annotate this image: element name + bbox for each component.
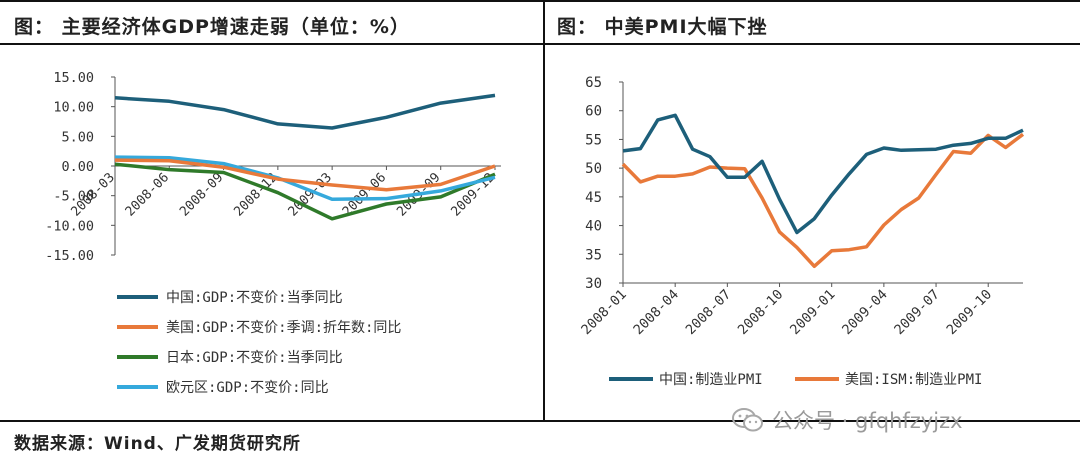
y-tick-label: 10.00 bbox=[53, 100, 94, 116]
x-tick-label: 2009-03 bbox=[286, 170, 335, 219]
series-line bbox=[114, 155, 496, 201]
y-tick-label: 45 bbox=[585, 190, 602, 206]
legend-label: 中国:制造业PMI bbox=[659, 372, 763, 388]
top-border bbox=[0, 0, 1080, 2]
x-tick-label: 2008-01 bbox=[578, 287, 630, 339]
series-line bbox=[114, 162, 496, 221]
x-tick-label: 2009-10 bbox=[943, 287, 995, 339]
gdp-growth-chart: 15.00 10.00 5.00 0.00 -5.00 -10.00 -15.00 2008-… bbox=[45, 70, 501, 396]
x-tick-label: 2009-01 bbox=[787, 287, 839, 339]
series-line bbox=[114, 93, 496, 130]
y-tick-label: -5.00 bbox=[53, 189, 94, 205]
y-tick-label: 55 bbox=[585, 132, 602, 148]
x-tick-label: 2008-06 bbox=[123, 170, 172, 219]
y-tick-label: 40 bbox=[585, 219, 602, 235]
x-tick-label: 2009-04 bbox=[839, 287, 891, 339]
legend-label: 美国:GDP:不变价:季调:折年数:同比 bbox=[166, 320, 401, 336]
y-tick-label: 50 bbox=[585, 161, 602, 177]
y-tick-label: -10.00 bbox=[45, 218, 94, 234]
legend-label: 中国:GDP:不变价:当季同比 bbox=[166, 290, 343, 306]
left-panel-title: 图： 主要经济体GDP增速走弱（单位：%） bbox=[14, 16, 410, 38]
x-tick-label: 2008-10 bbox=[735, 287, 787, 339]
legend-label: 欧元区:GDP:不变价:同比 bbox=[166, 380, 329, 396]
series-line bbox=[622, 113, 1024, 235]
y-tick-label: 5.00 bbox=[61, 129, 94, 145]
legend-label: 美国:ISM:制造业PMI bbox=[845, 372, 982, 388]
x-tick-label: 2009-06 bbox=[340, 170, 389, 219]
y-tick-label: 15.00 bbox=[53, 70, 94, 86]
wechat-icon bbox=[732, 407, 764, 433]
y-tick-label: -15.00 bbox=[45, 248, 94, 264]
y-tick-label: 65 bbox=[585, 75, 602, 91]
y-tick-label: 0.00 bbox=[61, 159, 94, 175]
legend-label: 日本:GDP:不变价:当季同比 bbox=[166, 350, 343, 366]
x-tick-label: 2008-04 bbox=[630, 287, 682, 339]
y-tick-label: 35 bbox=[585, 247, 602, 263]
x-tick-label: 2009-07 bbox=[891, 287, 943, 339]
y-tick-label: 60 bbox=[585, 104, 602, 120]
y-tick-label: 30 bbox=[585, 276, 602, 292]
x-tick-label: 2008-07 bbox=[683, 287, 735, 339]
watermark: 公众号 · gfqhfzyjzx bbox=[732, 405, 963, 435]
header-separator bbox=[0, 43, 1080, 45]
series-line bbox=[621, 132, 1025, 269]
watermark-text: 公众号 · gfqhfzyjzx bbox=[772, 409, 963, 433]
series-line bbox=[114, 158, 496, 192]
data-source-note: 数据来源：Wind、广发期货研究所 bbox=[14, 434, 301, 454]
footer-separator bbox=[0, 420, 1080, 422]
x-tick-label: 2008-09 bbox=[177, 170, 226, 219]
right-panel-title: 图： 中美PMI大幅下挫 bbox=[557, 16, 768, 38]
panel-divider bbox=[543, 0, 545, 421]
